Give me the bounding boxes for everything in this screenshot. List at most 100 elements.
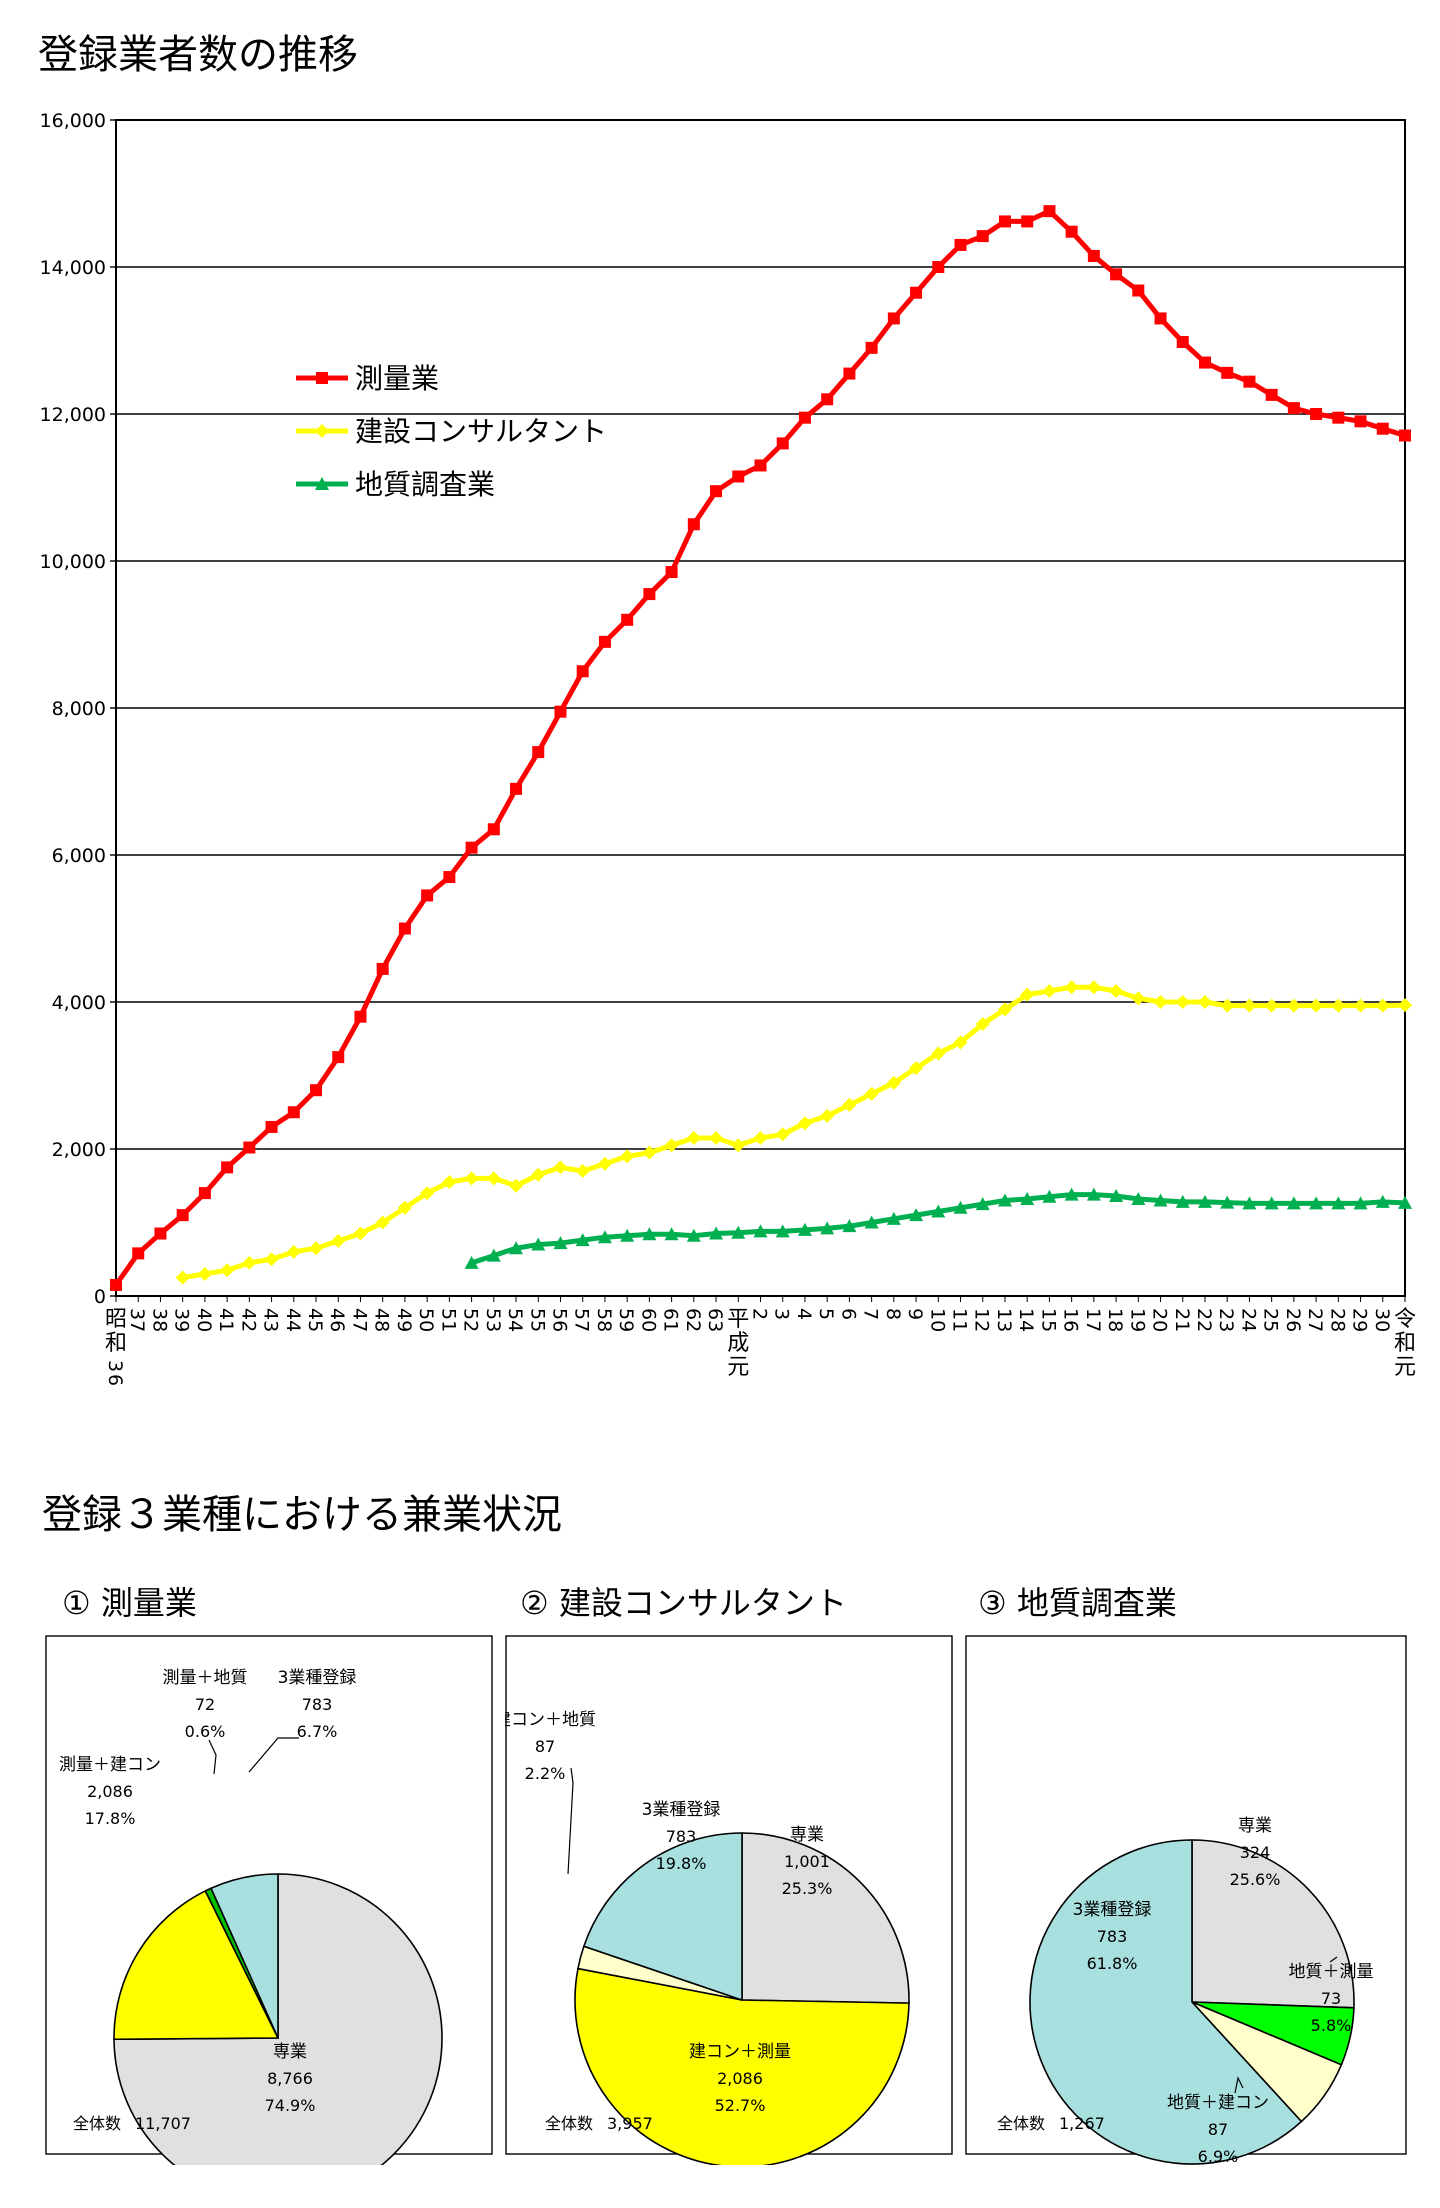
- data-point: [265, 1120, 278, 1133]
- data-point: [1309, 998, 1324, 1013]
- x-tick-label: 10: [926, 1308, 948, 1332]
- data-point: [132, 1247, 145, 1260]
- data-point: [1398, 998, 1412, 1013]
- x-tick-label: 60: [637, 1308, 659, 1332]
- line-chart: 0 2,000 4,000 6,000 8,000 10,000 12,000 14,000 1…: [40, 110, 1416, 1386]
- x-tick-label: 30: [1371, 1308, 1393, 1332]
- svg-text:25: 25: [1260, 1308, 1282, 1332]
- data-point: [464, 1255, 479, 1269]
- pie-slice: [574, 1967, 910, 2165]
- x-tick-label: 41: [215, 1308, 237, 1332]
- data-point: [286, 1244, 301, 1259]
- data-point: [909, 1061, 924, 1076]
- data-point: [664, 1138, 679, 1153]
- data-point: [176, 1209, 189, 1222]
- data-point: [597, 1156, 612, 1171]
- data-point: [1064, 1187, 1079, 1201]
- data-point: [1220, 1195, 1235, 1209]
- svg-text:地質＋建コン: 地質＋建コン: [1167, 2093, 1269, 2113]
- data-point: [842, 1097, 857, 1112]
- svg-text:11: 11: [949, 1308, 971, 1332]
- x-tick-label: 52: [460, 1308, 482, 1332]
- data-point: [1353, 1196, 1368, 1210]
- data-point: [1176, 335, 1189, 348]
- data-point: [1354, 415, 1367, 428]
- data-point: [1042, 1189, 1057, 1203]
- data-point: [532, 746, 545, 759]
- svg-text:3: 3: [771, 1308, 793, 1320]
- svg-text:12: 12: [971, 1308, 993, 1332]
- data-point: [110, 1278, 122, 1291]
- data-point: [1264, 1196, 1279, 1210]
- svg-text:59: 59: [615, 1308, 637, 1332]
- x-tick-label: 49: [393, 1308, 415, 1332]
- svg-text:専業: 専業: [790, 1825, 824, 1845]
- svg-text:22: 22: [1193, 1308, 1215, 1332]
- data-point: [243, 1141, 256, 1154]
- x-tick-label: 3: [771, 1308, 793, 1320]
- data-point: [1220, 998, 1235, 1013]
- data-point: [354, 1010, 367, 1023]
- svg-text:11,707: 11,707: [135, 2114, 191, 2133]
- svg-text:783: 783: [302, 1695, 333, 1714]
- data-point: [731, 1138, 746, 1153]
- data-point: [1310, 408, 1323, 420]
- data-point: [486, 1248, 501, 1262]
- svg-text:63: 63: [704, 1308, 726, 1332]
- data-point: [1398, 1195, 1412, 1209]
- data-point: [597, 1230, 612, 1244]
- data-point: [1353, 998, 1368, 1013]
- x-tick-label: 59: [615, 1308, 637, 1332]
- leader-line: [567, 1767, 574, 1875]
- data-point: [1064, 980, 1079, 995]
- svg-text:成: 成: [727, 1331, 749, 1356]
- leader-line: [1234, 2076, 1244, 2094]
- svg-text:全体数: 全体数: [545, 2114, 593, 2133]
- svg-text:建コン＋地質: 建コン＋地質: [505, 1710, 596, 1730]
- svg-text:10: 10: [926, 1308, 948, 1332]
- data-point: [620, 1149, 635, 1164]
- data-point: [310, 1084, 323, 1097]
- data-point: [953, 1200, 968, 1214]
- x-tick-label: 24: [1237, 1308, 1259, 1332]
- data-point: [353, 1226, 368, 1241]
- data-point: [775, 1127, 790, 1142]
- data-point: [220, 1263, 235, 1278]
- data-point: [686, 1130, 701, 1145]
- pie-slice: [1191, 1839, 1355, 2009]
- slice-label: 地質＋建コン 87 6.9%: [1167, 2093, 1269, 2165]
- svg-text:40: 40: [193, 1308, 215, 1332]
- svg-text:元: 元: [1394, 1355, 1416, 1380]
- series-2: [175, 980, 1412, 1285]
- data-point: [531, 1237, 546, 1251]
- svg-text:2: 2: [749, 1308, 771, 1320]
- data-point: [864, 1215, 879, 1229]
- svg-text:29: 29: [1349, 1308, 1371, 1332]
- slice-label: 測量＋建コン 2,086 17.8%: [59, 1755, 161, 1828]
- y-tick-label: 8,000: [52, 698, 106, 720]
- data-point: [442, 1175, 457, 1190]
- svg-text:0.6%: 0.6%: [185, 1722, 226, 1741]
- y-tick-label: 2,000: [52, 1139, 106, 1161]
- svg-text:49: 49: [393, 1308, 415, 1332]
- pie-subtitle-consultant: ② 建設コンサルタント: [520, 1584, 847, 1622]
- svg-text:25.6%: 25.6%: [1230, 1870, 1281, 1889]
- data-point: [1109, 983, 1124, 998]
- data-point: [1287, 402, 1300, 415]
- data-point: [1309, 1196, 1324, 1210]
- data-point: [1153, 1193, 1168, 1207]
- svg-text:専業: 専業: [273, 2042, 307, 2062]
- data-point: [443, 871, 456, 884]
- data-point: [1131, 991, 1146, 1006]
- svg-text:16: 16: [1060, 1308, 1082, 1332]
- data-point: [1087, 249, 1100, 262]
- svg-text:13: 13: [993, 1308, 1015, 1332]
- x-tick-label: 43: [260, 1308, 282, 1332]
- slice-label: 3業種登録 783 6.7%: [278, 1668, 357, 1741]
- x-tick-label: 45: [304, 1308, 326, 1332]
- svg-text:73: 73: [1321, 1989, 1341, 2008]
- svg-text:2,086: 2,086: [87, 1782, 133, 1801]
- svg-text:6.7%: 6.7%: [297, 1722, 338, 1741]
- slice-label: 専業 324 25.6%: [1230, 1816, 1281, 1889]
- x-tick-label: 7: [860, 1308, 882, 1320]
